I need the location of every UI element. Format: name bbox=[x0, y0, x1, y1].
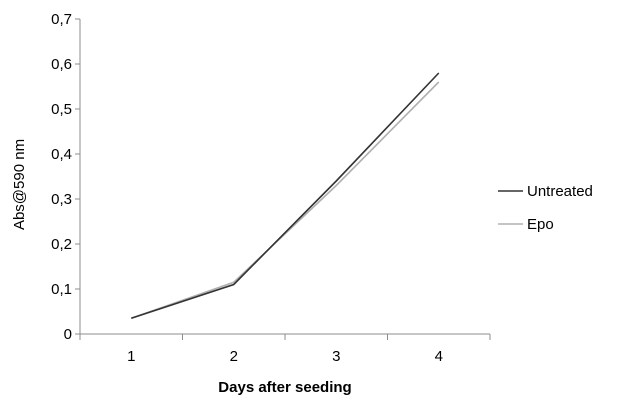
legend-label-untreated: Untreated bbox=[527, 183, 593, 200]
y-axis-title: Abs@590 nm bbox=[11, 139, 28, 230]
y-tick-label: 0,3 bbox=[51, 191, 72, 208]
y-tick-label: 0,7 bbox=[51, 11, 72, 28]
plot-area: 0 0,1 0,2 0,3 0,4 0,5 0,6 0,7 1 2 3 4 bbox=[51, 11, 491, 365]
y-tick-label: 0,2 bbox=[51, 236, 72, 253]
y-axis-ticks: 0 0,1 0,2 0,3 0,4 0,5 0,6 0,7 bbox=[51, 11, 80, 343]
x-axis-title: Days after seeding bbox=[218, 379, 351, 396]
x-tick-label: 2 bbox=[230, 348, 238, 365]
x-tick-label: 1 bbox=[127, 348, 135, 365]
x-axis-ticks: 1 2 3 4 bbox=[79, 334, 491, 365]
series-line-epo bbox=[130, 81, 440, 320]
y-tick-label: 0,5 bbox=[51, 101, 72, 118]
x-tick-label: 4 bbox=[435, 348, 443, 365]
y-tick-label: 0 bbox=[64, 326, 72, 343]
series-layer bbox=[130, 72, 440, 320]
y-tick-label: 0,6 bbox=[51, 56, 72, 73]
y-tick-label: 0,1 bbox=[51, 281, 72, 298]
legend: Untreated Epo bbox=[498, 183, 593, 233]
series-line-untreated bbox=[130, 72, 440, 320]
y-tick-label: 0,4 bbox=[51, 146, 72, 163]
x-tick-label: 3 bbox=[332, 348, 340, 365]
legend-label-epo: Epo bbox=[527, 216, 554, 233]
